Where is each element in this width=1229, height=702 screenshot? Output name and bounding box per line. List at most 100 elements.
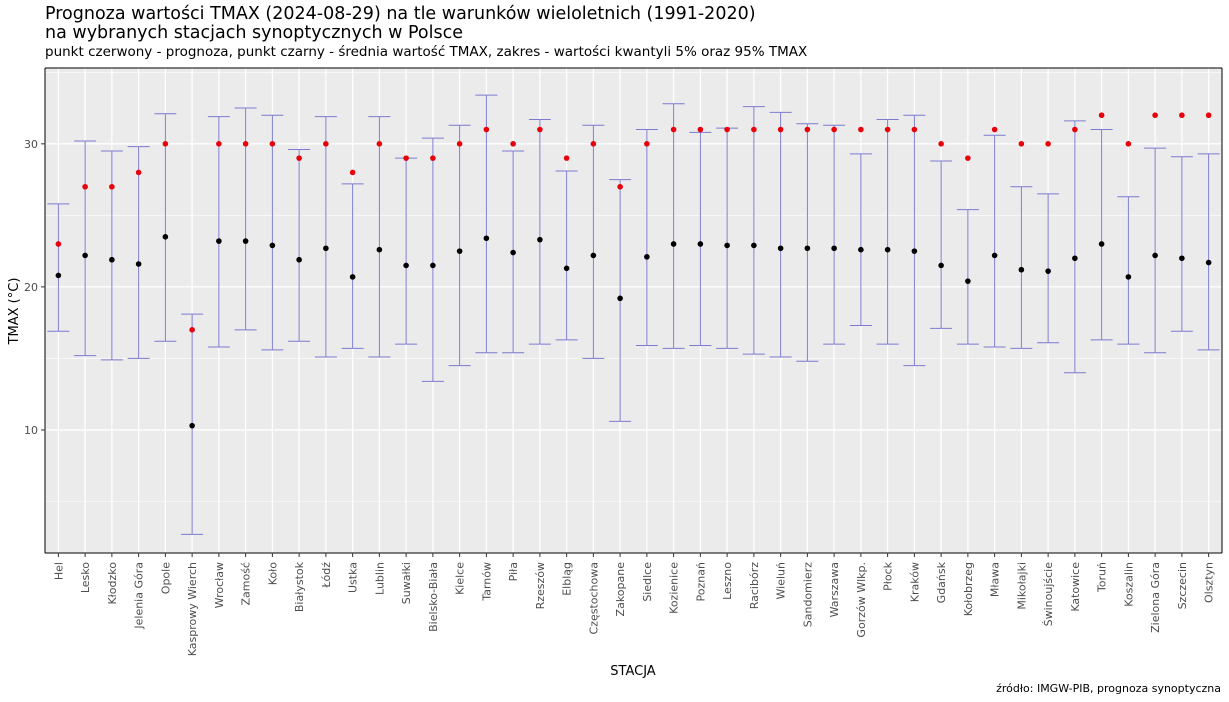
mean-point xyxy=(537,236,543,243)
x-tick-label: Elbląg xyxy=(561,562,574,596)
forecast-point xyxy=(1179,112,1185,119)
x-tick-label: Opole xyxy=(159,562,172,594)
forecast-point xyxy=(162,141,169,147)
forecast-point xyxy=(82,183,88,190)
x-tick-label: Poznań xyxy=(694,562,707,601)
forecast-point xyxy=(269,141,276,147)
x-tick-label: Kozienice xyxy=(668,562,681,614)
forecast-point xyxy=(858,126,864,133)
forecast-point xyxy=(804,126,811,133)
chart-subtitle: punkt czerwony - prognoza, punkt czarny … xyxy=(45,44,808,60)
mean-point xyxy=(456,248,463,254)
x-tick-label: Szczecin xyxy=(1176,562,1189,609)
forecast-point xyxy=(430,155,436,161)
x-tick-label: Leszno xyxy=(721,562,734,600)
forecast-point xyxy=(644,141,650,147)
forecast-point xyxy=(590,141,597,147)
x-tick-label: Łódź xyxy=(320,562,333,589)
mean-point xyxy=(403,262,409,269)
forecast-point xyxy=(697,126,704,133)
x-tick-label: Częstochowa xyxy=(587,562,600,634)
mean-point xyxy=(430,262,436,269)
x-tick-label: Świnoujście xyxy=(1042,562,1055,627)
y-tick-label: 30 xyxy=(24,138,38,151)
forecast-point xyxy=(323,141,329,147)
forecast-point xyxy=(109,183,115,190)
mean-point xyxy=(1018,266,1025,273)
x-tick-label: Kłodzko xyxy=(106,562,119,605)
forecast-point xyxy=(911,126,918,133)
mean-point xyxy=(1125,274,1132,280)
forecast-point xyxy=(1045,141,1051,147)
x-tick-label: Lublin xyxy=(373,562,386,595)
mean-point xyxy=(349,274,356,280)
mean-point xyxy=(617,295,623,302)
forecast-point xyxy=(938,141,944,147)
forecast-point xyxy=(537,126,543,133)
x-tick-label: Gdańsk xyxy=(935,561,948,603)
x-tick-label: Kraków xyxy=(908,562,921,602)
x-tick-label: Olsztyn xyxy=(1203,562,1216,603)
forecast-point xyxy=(1125,141,1132,147)
y-axis-label: TMAX (°C) xyxy=(7,278,22,346)
forecast-point xyxy=(670,126,677,133)
forecast-point xyxy=(884,126,891,133)
mean-point xyxy=(1072,255,1078,262)
mean-point xyxy=(831,245,837,252)
mean-point xyxy=(135,261,142,267)
forecast-point xyxy=(831,126,837,133)
mean-point xyxy=(483,235,490,242)
mean-point xyxy=(189,422,195,429)
x-tick-label: Koszalin xyxy=(1122,562,1135,607)
x-tick-label: Bielsko-Biała xyxy=(427,562,440,632)
mean-point xyxy=(1152,252,1158,259)
x-tick-label: Katowice xyxy=(1069,562,1082,612)
mean-point xyxy=(323,245,329,252)
x-tick-label: Piła xyxy=(507,562,520,581)
x-tick-label: Wieluń xyxy=(775,562,788,599)
mean-point xyxy=(1098,241,1105,247)
x-tick-label: Warszawa xyxy=(828,562,841,617)
mean-point xyxy=(670,241,677,247)
x-tick-label: Zakopane xyxy=(614,562,627,617)
forecast-point xyxy=(242,141,249,147)
y-tick-label: 10 xyxy=(24,424,38,437)
forecast-point xyxy=(510,141,516,147)
forecast-point xyxy=(991,126,998,133)
mean-point xyxy=(991,252,998,259)
y-ticks: 10 20 30 xyxy=(24,138,45,437)
mean-point xyxy=(858,246,864,253)
x-tick-label: Ustka xyxy=(347,562,360,593)
forecast-point xyxy=(1072,126,1078,133)
mean-point xyxy=(376,246,383,253)
mean-point xyxy=(1205,259,1212,266)
mean-point xyxy=(162,234,169,240)
x-tick-label: Racibórz xyxy=(748,562,761,609)
mean-point xyxy=(724,242,730,249)
mean-point xyxy=(911,248,918,254)
mean-point xyxy=(1179,255,1185,262)
forecast-point xyxy=(1018,141,1025,147)
forecast-point xyxy=(965,155,971,161)
forecast-point xyxy=(617,183,623,190)
mean-point xyxy=(644,254,650,260)
x-tick-label: Tarnów xyxy=(480,562,493,602)
forecast-point xyxy=(376,141,383,147)
x-tick-label: Toruń xyxy=(1096,562,1109,593)
mean-point xyxy=(510,249,516,256)
forecast-point xyxy=(1098,112,1105,119)
mean-point xyxy=(216,238,222,244)
forecast-point xyxy=(296,155,302,161)
mean-point xyxy=(82,252,88,259)
chart-title: Prognoza wartości TMAX (2024-08-29) na t… xyxy=(45,4,756,24)
mean-point xyxy=(1045,268,1051,274)
mean-point xyxy=(563,265,570,272)
y-tick-label: 20 xyxy=(24,281,38,294)
x-tick-label: Mława xyxy=(989,562,1002,597)
mean-point xyxy=(751,242,757,249)
forecast-point xyxy=(1205,112,1212,119)
x-tick-label: Koło xyxy=(266,562,279,586)
x-tick-label: Hel xyxy=(52,562,65,580)
forecast-point xyxy=(349,169,356,176)
x-tick-label: Gorzów Wlkp. xyxy=(855,562,868,638)
